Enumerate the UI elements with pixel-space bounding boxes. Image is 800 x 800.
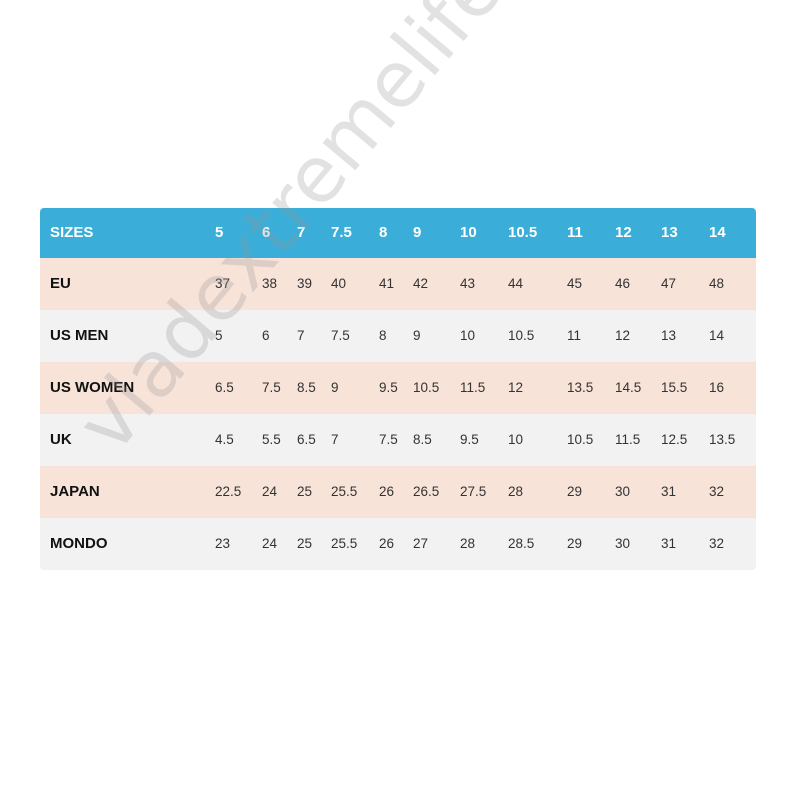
table-cell: 9 [413,328,421,343]
table-cell: 30 [615,536,631,551]
header-size-7: 7 [297,224,306,241]
table-cell: 7 [297,328,305,343]
table-cell: 12.5 [661,432,688,447]
table-cell: 6.5 [215,380,234,395]
table-cell: 9 [331,380,339,395]
table-cell: 10.5 [508,328,535,343]
header-size-9: 9 [413,224,422,241]
table-row-uk: UK 4.5 5.5 6.5 7 7.5 8.5 9.5 10 10.5 11.5 12.5 13.5 [40,414,756,466]
row-label: US MEN [50,327,109,344]
table-cell: 43 [460,276,476,291]
table-cell: 31 [661,484,677,499]
table-cell: 48 [709,276,725,291]
table-cell: 13 [661,328,677,343]
table-row-us-women: US WOMEN 6.5 7.5 8.5 9 9.5 10.5 11.5 12 13.5 14.5 1… [40,362,756,414]
table-cell: 5.5 [262,432,281,447]
table-cell: 25 [297,536,313,551]
table-cell: 45 [567,276,583,291]
table-cell: 39 [297,276,313,291]
table-cell: 29 [567,484,583,499]
header-label: SIZES [50,224,94,241]
table-row-japan: JAPAN 22.5 24 25 25.5 26 26.5 27.5 28 29 30 31 32 [40,466,756,518]
header-size-12: 12 [615,224,632,241]
table-cell: 25.5 [331,536,358,551]
table-cell: 37 [215,276,231,291]
table-cell: 25.5 [331,484,358,499]
table-cell: 7.5 [262,380,281,395]
table-cell: 8.5 [297,380,316,395]
table-cell: 16 [709,380,725,395]
table-cell: 11.5 [615,432,641,447]
table-row-mondo: MONDO 23 24 25 25.5 26 27 28 28.5 29 30 31 32 [40,518,756,570]
table-cell: 32 [709,484,725,499]
table-cell: 12 [508,380,524,395]
table-cell: 9.5 [379,380,398,395]
table-cell: 28 [508,484,524,499]
table-cell: 27 [413,536,429,551]
header-size-7.5: 7.5 [331,224,352,241]
table-cell: 46 [615,276,631,291]
table-cell: 32 [709,536,725,551]
table-cell: 8 [379,328,387,343]
header-size-10.5: 10.5 [508,224,538,241]
table-cell: 24 [262,484,278,499]
table-cell: 11.5 [460,380,486,395]
table-cell: 7.5 [379,432,398,447]
table-cell: 6 [262,328,270,343]
table-cell: 24 [262,536,278,551]
table-cell: 26 [379,536,395,551]
table-cell: 13.5 [709,432,736,447]
header-size-5: 5 [215,224,224,241]
table-cell: 28 [460,536,476,551]
table-cell: 25 [297,484,313,499]
table-cell: 6.5 [297,432,316,447]
table-cell: 26.5 [413,484,440,499]
header-size-10: 10 [460,224,477,241]
table-cell: 26 [379,484,395,499]
row-label: EU [50,275,71,292]
row-label: JAPAN [50,483,100,500]
header-size-11: 11 [567,224,583,241]
table-row-us-men: US MEN 5 6 7 7.5 8 9 10 10.5 11 12 13 14 [40,310,756,362]
table-cell: 10.5 [413,380,440,395]
header-row: SIZES 5 6 7 7.5 8 9 10 10.5 11 12 13 14 [40,208,756,258]
table-cell: 13.5 [567,380,594,395]
table-row-eu: EU 37 38 39 40 41 42 43 44 45 46 47 48 [40,258,756,310]
table-cell: 10 [508,432,524,447]
table-cell: 44 [508,276,524,291]
header-size-8: 8 [379,224,388,241]
table-cell: 9.5 [460,432,479,447]
table-cell: 5 [215,328,223,343]
table-cell: 14.5 [615,380,642,395]
table-cell: 30 [615,484,631,499]
table-cell: 28.5 [508,536,535,551]
table-cell: 4.5 [215,432,234,447]
table-cell: 42 [413,276,429,291]
table-cell: 41 [379,276,395,291]
header-size-13: 13 [661,224,678,241]
header-size-14: 14 [709,224,726,241]
table-cell: 10.5 [567,432,594,447]
row-label: UK [50,431,72,448]
table-cell: 27.5 [460,484,487,499]
size-chart-table: SIZES 5 6 7 7.5 8 9 10 10.5 11 12 13 14 EU 37 38 39 40 4… [40,208,756,570]
table-cell: 38 [262,276,278,291]
table-cell: 23 [215,536,231,551]
table-cell: 15.5 [661,380,688,395]
table-cell: 10 [460,328,476,343]
table-cell: 14 [709,328,725,343]
table-cell: 29 [567,536,583,551]
table-cell: 11 [567,328,582,343]
table-cell: 22.5 [215,484,242,499]
table-cell: 12 [615,328,631,343]
table-cell: 40 [331,276,347,291]
table-cell: 7 [331,432,339,447]
header-size-6: 6 [262,224,271,241]
table-cell: 8.5 [413,432,432,447]
row-label: MONDO [50,535,108,552]
table-cell: 47 [661,276,677,291]
row-label: US WOMEN [50,379,135,396]
table-cell: 31 [661,536,677,551]
table-cell: 7.5 [331,328,350,343]
